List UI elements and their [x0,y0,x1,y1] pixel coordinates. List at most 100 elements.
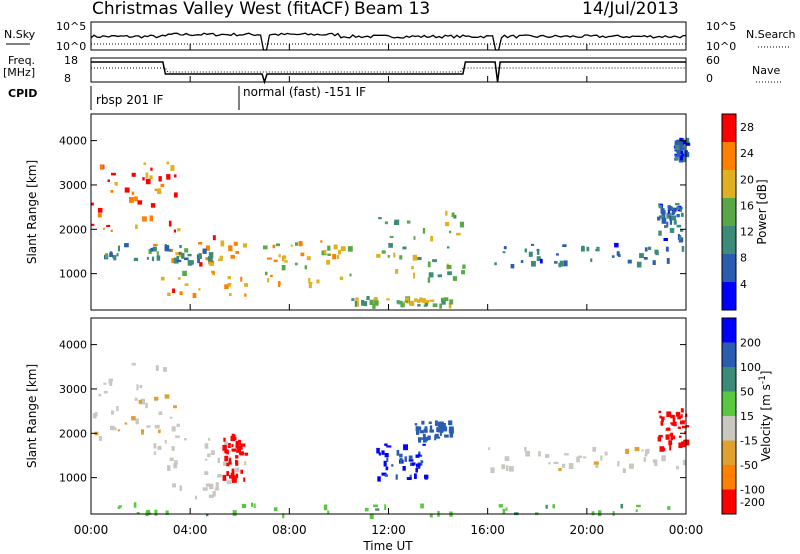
range-cell [625,448,630,454]
range-cell [110,425,115,431]
colorbar-frame [721,317,737,515]
range-cell [176,423,180,427]
range-cell [679,209,682,212]
range-cell [179,485,182,491]
range-cell [384,221,388,225]
range-cell [92,413,97,419]
range-cell [306,256,311,261]
range-cell [428,421,432,424]
range-cell [462,264,466,269]
range-cell [192,292,197,298]
x-tick-label: 04:00 [173,523,208,537]
range-cell [494,262,497,266]
range-cell [235,440,241,445]
range-cell [680,150,684,154]
range-cell [253,503,256,508]
range-cell [438,428,441,433]
range-cell [678,442,683,449]
range-cell [680,155,684,161]
range-cell [436,427,439,433]
range-cell [229,475,234,479]
range-cell [204,443,209,449]
range-cell [104,253,109,259]
range-cell [226,463,230,467]
range-cell [135,224,138,229]
range-cell [145,402,148,409]
range-cell [211,270,215,274]
range-cell [224,441,229,448]
range-cell [414,423,418,426]
velocity-y-ticks: 1000 2000 3000 4000 [59,339,686,485]
range-cell [239,446,243,450]
range-cell [393,252,396,258]
range-cell [336,255,340,259]
range-cell [230,472,235,476]
range-cell [131,416,136,421]
nsky-tick-top: 10^5 [56,20,86,33]
range-cell [414,473,417,479]
range-cell [449,433,454,438]
y-tick-label: 1000 [59,472,87,485]
range-cell [416,463,421,468]
range-cell [419,430,424,434]
range-cell [592,446,597,452]
nave-label: Nave [752,64,780,77]
range-cell [124,187,130,193]
range-cell [395,269,399,274]
range-cell [678,206,683,210]
range-cell [422,228,426,234]
range-cell [540,258,543,264]
range-cell [149,215,153,222]
velocity-panel-frame [90,317,687,515]
range-cell [677,149,682,155]
figure-title: Christmas Valley West (fitACF) [92,0,350,19]
power-panel [91,137,691,309]
range-cell [680,212,684,217]
range-cell [667,210,670,214]
range-cell [98,436,102,441]
y-tick-label: 2000 [59,427,87,440]
range-cell [444,434,449,438]
range-cell [453,214,457,219]
range-cell [236,445,240,451]
range-cell [98,393,102,397]
range-cell [490,467,495,474]
range-cell [680,414,683,419]
range-cell [430,235,434,242]
range-cell [422,443,426,446]
range-cell [418,453,421,457]
range-cell [674,144,680,151]
range-cell [153,243,158,247]
range-cell [204,471,209,475]
range-cell [131,172,136,177]
range-cell [648,246,652,250]
range-cell [441,300,446,305]
range-cell [576,456,580,463]
range-cell [598,510,602,517]
range-cell [662,416,665,420]
range-cell [406,477,412,480]
range-cell [399,458,403,464]
range-cell [251,502,253,507]
range-cell [672,435,676,440]
velocity-colorbar: 200 100 50 15 -15 -50 -100-200 [721,317,765,515]
range-cell [226,450,229,455]
range-cell [661,447,666,451]
range-cell [673,421,677,427]
range-cell [207,256,213,262]
range-cell [389,235,394,238]
range-cell [661,218,667,224]
range-cell [227,282,232,287]
range-cell [667,506,671,510]
range-cell [374,300,379,306]
range-cell [581,246,585,252]
range-cell [154,396,159,401]
range-cell [243,243,247,248]
range-cell [416,430,419,435]
range-cell [290,244,293,247]
range-cell [139,385,143,389]
range-cell [109,383,113,386]
range-cell [373,504,378,508]
range-cell [383,460,387,467]
range-cell [423,437,427,443]
